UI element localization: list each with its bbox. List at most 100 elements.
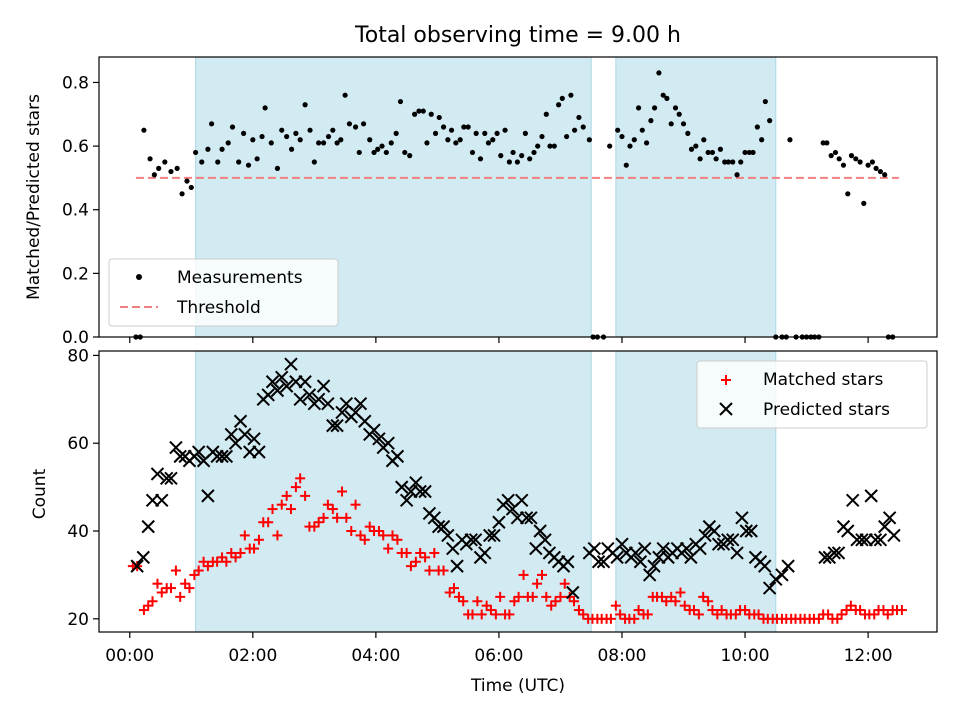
measurement-point	[461, 124, 467, 130]
predicted-point	[726, 533, 740, 547]
matched-point	[753, 609, 764, 620]
matched-point	[693, 609, 704, 620]
measurement-point	[428, 111, 434, 117]
matched-point	[559, 578, 570, 589]
measurement-point	[709, 149, 716, 156]
predicted-point	[130, 559, 144, 573]
predicted-point	[638, 541, 652, 556]
legend-predicted-label: Predicted stars	[763, 400, 890, 420]
measurement-point	[448, 127, 455, 133]
measurement-point	[873, 165, 879, 171]
measurement-point	[302, 102, 308, 108]
matched-point	[550, 596, 561, 607]
predicted-point	[155, 493, 169, 507]
measurement-point	[572, 127, 578, 133]
matched-point	[675, 587, 686, 598]
measurement-point	[445, 137, 451, 143]
measurement-point	[284, 133, 290, 140]
predicted-point	[492, 515, 506, 529]
time-x-label: Time (UTC)	[470, 676, 565, 696]
legend-matched-label: Matched stars	[763, 370, 883, 390]
matched-point	[882, 609, 893, 620]
count-legend: Matched stars Predicted stars	[696, 360, 928, 429]
matched-point	[300, 490, 311, 501]
measurement-point	[473, 130, 479, 136]
measurement-point	[685, 130, 691, 136]
predicted-point	[302, 388, 317, 402]
measurement-point	[539, 133, 545, 140]
time-x-tick-label: 10:00	[721, 646, 770, 666]
predicted-point	[501, 493, 515, 507]
predicted-point	[538, 533, 552, 547]
measurement-point	[229, 124, 236, 130]
measurement-point	[857, 159, 863, 165]
predicted-point	[633, 555, 648, 569]
count-y-tick-label: 60	[67, 434, 89, 454]
predicted-point	[413, 484, 427, 499]
matched-point	[472, 596, 483, 607]
predicted-point	[744, 524, 758, 538]
matched-point	[642, 609, 653, 620]
matched-point	[290, 482, 301, 493]
ratio-y-tick-label: 0.4	[62, 201, 89, 221]
predicted-point	[610, 550, 624, 565]
predicted-point	[395, 480, 409, 494]
measurement-point	[199, 159, 205, 165]
matched-point	[156, 587, 167, 598]
measurement-point	[688, 146, 695, 152]
measurement-point	[360, 121, 367, 127]
measurement-point	[615, 127, 621, 133]
count-panel-frame	[98, 350, 938, 633]
predicted-point	[846, 493, 860, 507]
predicted-point	[136, 550, 151, 565]
measurement-point	[379, 143, 385, 149]
legend-threshold-label: Threshold	[176, 298, 261, 318]
measurement-point	[342, 92, 348, 98]
predicted-point	[533, 524, 547, 538]
measurement-point	[236, 159, 242, 165]
matched-point	[424, 565, 435, 576]
matched-point	[253, 534, 264, 545]
predicted-point	[247, 432, 261, 446]
matched-point	[485, 605, 496, 616]
predicted-point	[321, 396, 335, 411]
count-panel: 20 40 60 80 00:00 02:00 04:00 06:00 08:00 10:00 1…	[30, 346, 938, 696]
measurement-point	[494, 130, 500, 136]
measurement-point	[547, 143, 553, 149]
predicted-point	[390, 449, 405, 464]
measurement-point	[568, 92, 574, 98]
ratio-y-tick-label: 0.8	[62, 73, 89, 93]
predicted-point	[224, 427, 238, 442]
predicted-point	[150, 467, 165, 481]
matched-point	[295, 473, 306, 484]
ratio-y-tick-label: 0.6	[62, 137, 89, 157]
matched-point	[401, 547, 412, 558]
count-y-label: Count	[30, 468, 50, 519]
measurement-point	[397, 98, 404, 105]
predicted-point	[261, 388, 275, 402]
measurement-point	[262, 105, 268, 111]
matched-point	[272, 530, 283, 541]
count-y-tick-label: 80	[67, 346, 89, 366]
ratio-y-tick-label: 0.2	[62, 264, 89, 284]
measurement-point	[432, 130, 439, 136]
matched-point	[263, 517, 274, 528]
predicted-point	[330, 418, 344, 433]
predicted-point	[279, 379, 294, 393]
predicted-point	[693, 541, 707, 556]
observing-window-0	[195, 350, 592, 633]
ratio-y-tick-label: 0.0	[62, 328, 89, 348]
measurement-point	[465, 124, 471, 130]
matched-point	[202, 561, 213, 572]
matched-point	[679, 600, 690, 611]
measurement-point	[402, 149, 408, 156]
predicted-point	[173, 449, 187, 464]
measurement-point	[531, 149, 537, 156]
matched-point	[633, 605, 644, 616]
predicted-point	[450, 559, 464, 573]
measurement-point	[623, 162, 629, 168]
predicted-point	[367, 423, 381, 437]
matched-point	[458, 596, 469, 607]
predicted-point	[275, 370, 289, 385]
